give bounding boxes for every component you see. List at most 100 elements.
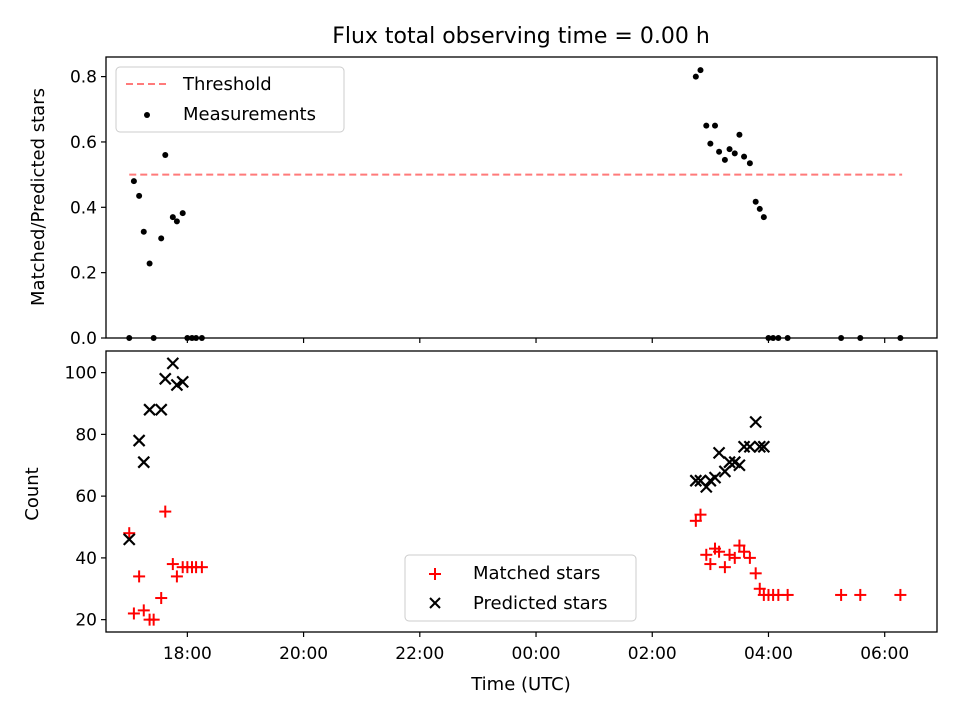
matched-star-point xyxy=(133,570,146,583)
predicted-star-point xyxy=(743,440,757,454)
legend-matched-label: Matched stars xyxy=(473,563,600,584)
legend-measurements-label: Measurements xyxy=(183,104,316,125)
matched-star-point xyxy=(854,588,867,601)
matched-star-point xyxy=(718,561,731,574)
bottom-legend-box xyxy=(404,554,637,622)
predicted-star-point xyxy=(176,375,189,389)
measurement-point xyxy=(697,67,704,74)
bottom-ytick-label: 40 xyxy=(75,549,97,569)
measurement-point xyxy=(838,335,845,341)
measurement-point xyxy=(158,235,165,242)
bottom-ytick-label: 100 xyxy=(65,364,97,384)
predicted-star-point xyxy=(749,415,762,429)
top-panel: 0.00.20.40.60.8 Matched/Predicted stars … xyxy=(28,56,938,349)
predicted-star-point xyxy=(723,455,736,469)
predicted-star-point xyxy=(143,403,156,416)
bottom-ylabel: Count xyxy=(22,467,43,520)
measurement-point xyxy=(173,218,180,225)
bottom-legend: Matched stars Predicted stars xyxy=(404,554,637,622)
top-ytick-label: 0.8 xyxy=(70,68,97,88)
measurement-point xyxy=(765,335,772,341)
measurement-point xyxy=(760,214,767,221)
predicted-star-point xyxy=(718,465,732,478)
measurement-point xyxy=(184,335,191,341)
measurement-point xyxy=(692,73,699,80)
bottom-panel-frame xyxy=(105,350,938,633)
top-ylabel: Matched/Predicted stars xyxy=(28,88,49,306)
matched-star-point xyxy=(700,548,713,561)
measurement-point xyxy=(770,335,777,341)
top-ytick-label: 0.2 xyxy=(70,264,97,284)
matched-star-point xyxy=(155,592,168,605)
measurement-point xyxy=(712,122,719,129)
bottom-ytick-label: 20 xyxy=(75,611,97,631)
matched-star-point xyxy=(738,545,751,558)
bottom-series-layer xyxy=(122,357,907,626)
matched-star-point xyxy=(694,508,707,521)
bottom-panel: 18:00 20:00 22:00 00:00 02:00 04:00 06:00 20 40 6… xyxy=(22,350,938,695)
matched-star-point xyxy=(733,539,746,552)
legend-threshold-label: Threshold xyxy=(182,74,272,95)
measurement-point xyxy=(726,146,733,153)
bottom-axis-ticks: 18:00 20:00 22:00 00:00 02:00 04:00 06:00 20 40 6… xyxy=(65,364,910,664)
measurement-point xyxy=(775,335,782,341)
legend-predicted-label: Predicted stars xyxy=(473,593,607,614)
measurement-point xyxy=(716,148,723,155)
matched-star-point xyxy=(127,607,140,620)
measurement-point xyxy=(136,192,143,199)
predicted-star-point xyxy=(122,533,136,546)
matched-star-point xyxy=(147,613,160,626)
top-ytick-label: 0.0 xyxy=(70,329,97,349)
matched-star-point xyxy=(159,505,172,518)
measurement-point xyxy=(140,228,147,235)
measurement-point xyxy=(752,198,759,205)
measurement-point xyxy=(130,178,137,185)
predicted-star-point xyxy=(708,471,722,484)
bottom-xtick-label: 02:00 xyxy=(628,644,677,664)
matched-star-point xyxy=(749,567,762,580)
matched-star-point xyxy=(166,558,179,571)
measurement-point xyxy=(731,150,738,157)
top-ytick-label: 0.6 xyxy=(70,133,97,153)
measurement-point xyxy=(857,335,864,341)
measurement-point xyxy=(703,122,710,129)
measurement-point xyxy=(179,210,186,217)
matched-star-point xyxy=(689,514,702,527)
matched-star-point xyxy=(195,561,208,574)
measurement-point xyxy=(169,214,176,221)
measurement-point xyxy=(756,205,763,212)
matched-star-point xyxy=(728,551,741,564)
top-panel-frame xyxy=(105,56,938,339)
measurement-point xyxy=(126,335,133,341)
measurement-point xyxy=(736,131,743,138)
predicted-star-point xyxy=(137,455,151,469)
matched-star-point xyxy=(170,570,183,583)
measurement-point xyxy=(741,153,748,160)
top-series-layer xyxy=(126,67,904,341)
bottom-xtick-label: 22:00 xyxy=(395,644,444,664)
matched-star-point xyxy=(753,582,766,595)
predicted-star-point xyxy=(132,434,146,447)
predicted-star-point xyxy=(753,440,767,454)
chart-title: Flux total observing time = 0.00 h xyxy=(332,24,710,49)
legend-matched-swatch xyxy=(429,568,441,580)
predicted-star-point xyxy=(712,446,726,460)
bottom-xtick-label: 04:00 xyxy=(744,644,793,664)
legend-predicted-swatch xyxy=(429,597,441,609)
measurement-point xyxy=(193,335,200,341)
matched-star-point xyxy=(743,551,756,564)
top-axis-ticks: 0.0 0.2 0.4 0.6 0.8 xyxy=(70,68,886,349)
top-legend-box xyxy=(115,66,345,133)
bottom-ytick-label: 60 xyxy=(75,487,97,507)
matched-star-point xyxy=(713,545,726,558)
predicted-star-point xyxy=(154,403,168,416)
matched-star-point xyxy=(894,588,907,601)
matched-star-point xyxy=(137,604,150,617)
predicted-star-point xyxy=(757,440,771,454)
predicted-star-point xyxy=(689,474,703,487)
measurement-point xyxy=(746,160,753,167)
measurement-point xyxy=(707,140,714,147)
predicted-star-point xyxy=(733,458,746,472)
measurement-point xyxy=(897,335,904,341)
